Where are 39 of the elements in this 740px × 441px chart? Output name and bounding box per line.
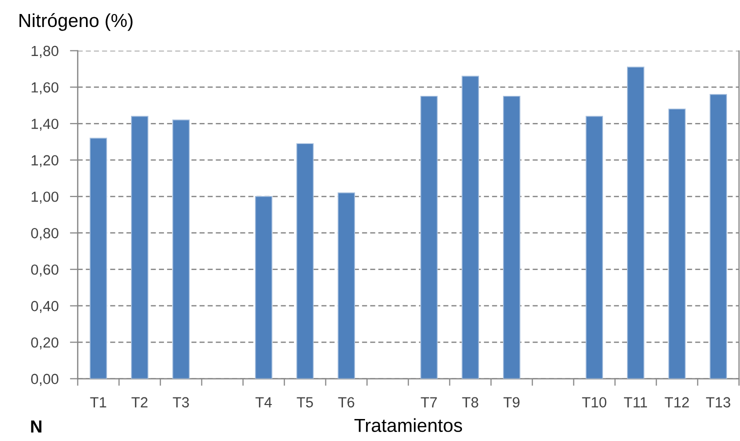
bar [626,66,644,379]
y-tick-label: 0,60 [31,264,58,277]
bar [338,192,356,379]
x-axis-title: Tratamientos [354,418,462,432]
x-tick-label: T5 [296,397,313,408]
x-tick-label: T8 [462,397,478,408]
x-tick-label: T11 [624,397,647,408]
bar [255,196,272,379]
bar [131,116,148,379]
y-tick-label: 0,00 [31,374,58,386]
x-tick-label: T10 [582,397,606,408]
x-tick-label: T6 [338,397,354,408]
bar [668,108,686,379]
y-tick-label: 1,40 [32,118,58,131]
bar [502,96,520,379]
bar [462,76,480,379]
x-tick-label: T4 [256,397,272,408]
text: N [31,420,42,432]
y-tick-label: 0,20 [31,337,58,350]
y-tick-label: 1,00 [32,192,58,204]
x-tick-label: T13 [706,397,730,408]
x-tick-label: T12 [664,397,689,408]
y-tick-label: 1,20 [32,155,58,168]
bar [90,138,108,379]
bar [586,116,604,379]
y-tick-label: 1,80 [32,46,58,58]
y-tick-label: 1,60 [32,82,58,94]
y-axis-title: Nitrógeno (%) [20,13,133,31]
bar [710,94,728,379]
bar [172,120,190,379]
x-tick-label: T9 [504,397,520,408]
y-tick-label: 0,80 [31,228,58,240]
bar [420,96,438,379]
x-tick-label: T7 [420,397,437,408]
x-tick-label: T2 [132,397,148,408]
x-tick-label: T1 [90,397,106,408]
bar [296,143,314,379]
y-tick-label: 0,40 [31,300,58,313]
x-tick-label: T3 [172,397,189,408]
